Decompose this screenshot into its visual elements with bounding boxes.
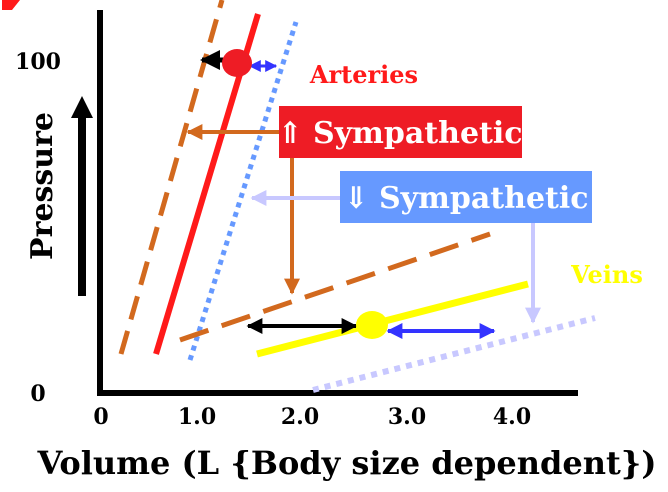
veins-line: [256, 280, 529, 358]
x-tick-3: 3.0: [388, 404, 426, 430]
pressure-arrow-head: [71, 96, 93, 118]
y-axis-label: Pressure: [25, 112, 60, 260]
veins-down-dotted-line: [312, 315, 596, 393]
veins-up-dashed-line: [179, 231, 491, 343]
cropped-title-glyph: [2, 0, 20, 10]
y-tick-0: 0: [30, 381, 45, 407]
sympathetic-up-label: ⇑ Sympathetic: [277, 116, 522, 151]
y-tick-100: 100: [15, 49, 61, 75]
x-tick-0: 0: [93, 404, 108, 430]
x-tick-2: 2.0: [281, 404, 319, 430]
x-tick-1: 1.0: [178, 404, 216, 430]
arteries-label: Arteries: [309, 60, 418, 89]
veins-label: Veins: [570, 260, 643, 289]
vein-operating-point: [356, 311, 388, 339]
x-tick-4: 4.0: [493, 404, 531, 430]
artery-operating-point: [222, 49, 252, 77]
sympathetic-up-box: [279, 106, 522, 158]
sympathetic-down-box: [340, 171, 592, 223]
x-axis-label: Volume (L {Body size dependent}): [37, 444, 657, 482]
sympathetic-down-label: ⇓ Sympathetic: [343, 181, 588, 216]
